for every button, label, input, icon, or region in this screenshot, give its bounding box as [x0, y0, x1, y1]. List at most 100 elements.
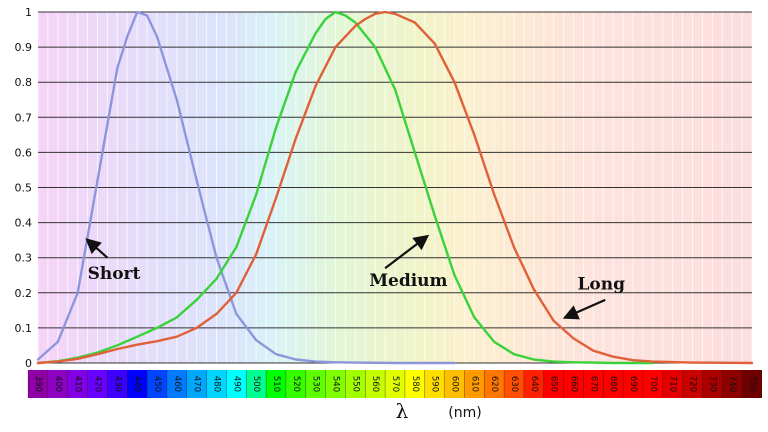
x-tick-label: 500: [251, 376, 261, 392]
x-tick-label: 650: [549, 376, 559, 392]
x-tick-label: 700: [648, 376, 658, 392]
long-annotation-label: Long: [577, 274, 625, 294]
wavelength-swatch: [662, 370, 683, 398]
y-tick-label: 0.3: [15, 252, 33, 265]
short-cone-curve: [36, 10, 456, 365]
x-tick-label: 460: [172, 376, 182, 392]
x-tick-label: 590: [430, 376, 440, 392]
wavelength-swatch: [266, 370, 286, 398]
x-tick-label: 630: [509, 376, 519, 392]
x-tick-label: 720: [688, 376, 698, 392]
x-tick-label: 600: [450, 376, 460, 392]
wavelength-swatch: [47, 370, 68, 398]
x-tick-label: 570: [390, 376, 400, 392]
x-tick-label: 710: [668, 376, 678, 392]
wavelength-swatch: [305, 370, 326, 398]
x-axis-unit-label: (nm): [448, 405, 481, 421]
x-tick-label: 580: [410, 376, 420, 392]
x-axis-lambda-symbol: λ: [396, 399, 409, 423]
wavelength-swatch: [186, 370, 207, 398]
wavelength-swatch: [742, 370, 762, 398]
x-tick-label: 540: [331, 376, 341, 392]
wavelength-swatch: [285, 370, 306, 398]
wavelength-swatch: [127, 370, 148, 398]
x-tick-label: 430: [112, 376, 122, 392]
medium-annotation-arrow: [384, 234, 430, 270]
x-tick-label: 400: [53, 376, 63, 392]
wavelength-swatch: [107, 370, 128, 398]
wavelength-swatch: [206, 370, 227, 398]
wavelength-swatch: [464, 370, 485, 398]
wavelength-swatch: [166, 370, 187, 398]
wavelength-swatch: [583, 370, 604, 398]
x-tick-label: 420: [93, 376, 103, 392]
y-tick-label: 0.8: [15, 76, 33, 89]
wavelength-swatch: [642, 370, 663, 398]
wavelength-swatch: [444, 370, 465, 398]
wavelength-swatch: [623, 370, 643, 398]
wavelength-swatch: [87, 370, 108, 398]
x-tick-label: 480: [212, 376, 222, 392]
wavelength-swatch: [682, 370, 703, 398]
medium-annotation-label: Medium: [369, 271, 447, 291]
y-tick-label: 0.4: [15, 217, 33, 230]
x-tick-label: 450: [152, 376, 162, 392]
x-tick-label: 520: [291, 376, 301, 392]
x-tick-label: 730: [707, 376, 717, 392]
wavelength-swatch: [226, 370, 247, 398]
x-tick-label: 410: [73, 376, 83, 392]
x-tick-label: 670: [588, 376, 598, 392]
x-tick-label: 750: [747, 376, 757, 392]
wavelength-swatch: [523, 370, 544, 398]
x-tick-label: 390: [33, 376, 43, 392]
wavelength-swatch: [28, 370, 48, 398]
wavelength-swatch: [67, 370, 88, 398]
y-tick-label: 0.5: [15, 182, 33, 195]
long-annotation-arrow: [562, 298, 606, 320]
wavelength-swatch: [484, 370, 505, 398]
wavelength-swatch: [543, 370, 564, 398]
x-tick-label: 470: [192, 376, 202, 392]
wavelength-swatch: [504, 370, 524, 398]
y-tick-label: 0.6: [15, 146, 33, 159]
x-tick-label: 490: [231, 376, 241, 392]
x-tick-label: 660: [569, 376, 579, 392]
short-annotation-label: Short: [88, 264, 141, 284]
y-tick-label: 0.7: [15, 111, 33, 124]
sensitivity-curves: [36, 10, 754, 365]
wavelength-swatch: [702, 370, 723, 398]
y-tick-label: 0.2: [15, 287, 33, 300]
x-tick-label: 680: [608, 376, 618, 392]
x-tick-label: 740: [727, 376, 737, 392]
wavelength-swatch: [404, 370, 425, 398]
short-annotation-arrow: [85, 238, 109, 259]
y-tick-label: 0.9: [15, 41, 33, 54]
x-tick-label: 550: [350, 376, 360, 392]
x-tick-label: 530: [311, 376, 321, 392]
y-tick-label: 0: [25, 357, 32, 370]
wavelength-swatch: [246, 370, 267, 398]
x-tick-label: 640: [529, 376, 539, 392]
y-tick-labels: 0 0.1 0.2 0.3 0.4 0.5 0.6 0.7 0.8 0.9 1: [15, 6, 33, 370]
x-tick-label: 620: [489, 376, 499, 392]
wavelength-color-strip: 390 400 410 420 430 440 450 460 470 480 490 500 510 5…: [27, 370, 762, 398]
wavelength-swatch: [365, 370, 386, 398]
x-tick-label: 560: [370, 376, 380, 392]
wavelength-swatch: [563, 370, 584, 398]
wavelength-swatch: [385, 370, 405, 398]
wavelength-swatch: [325, 370, 346, 398]
long-cone-curve: [36, 10, 754, 365]
wavelength-swatch: [722, 370, 743, 398]
wavelength-swatch: [147, 370, 167, 398]
x-tick-label: 440: [132, 376, 142, 392]
wavelength-swatch: [603, 370, 624, 398]
x-tick-label: 690: [628, 376, 638, 392]
wavelength-swatch: [345, 370, 366, 398]
y-tick-label: 1: [25, 6, 32, 19]
x-tick-label: 510: [271, 376, 281, 392]
y-tick-label: 0.1: [15, 322, 33, 335]
medium-cone-curve: [36, 10, 654, 365]
curve-annotations: Short Medium Long: [85, 234, 625, 320]
wavelength-swatch: [424, 370, 445, 398]
